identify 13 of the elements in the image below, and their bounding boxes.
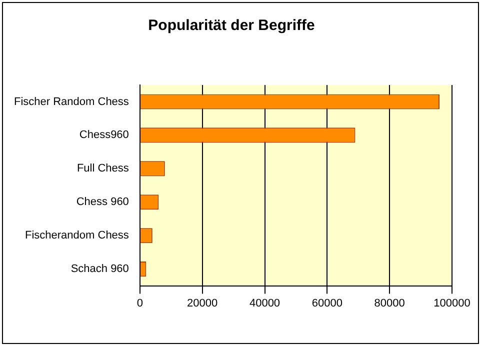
x-tick-label: 100000	[434, 297, 470, 310]
x-tick-label: 60000	[312, 297, 342, 310]
y-tick-label: Fischer Random Chess	[14, 96, 130, 108]
x-tick-label: 40000	[249, 297, 280, 310]
y-tick-label: Full Chess	[76, 162, 130, 175]
x-tick-label: 0	[136, 297, 143, 310]
y-tick-label: Schach 960	[70, 263, 129, 276]
y-tick-label: Chess960	[79, 129, 129, 142]
x-tick-label: 80000	[374, 297, 405, 310]
y-tick-label: Chess 960	[76, 196, 129, 208]
chart-title: Popularität der Begriffe	[148, 17, 315, 34]
x-tick-label: 20000	[187, 297, 218, 310]
y-tick-label: Fischerandom Chess	[24, 230, 130, 242]
